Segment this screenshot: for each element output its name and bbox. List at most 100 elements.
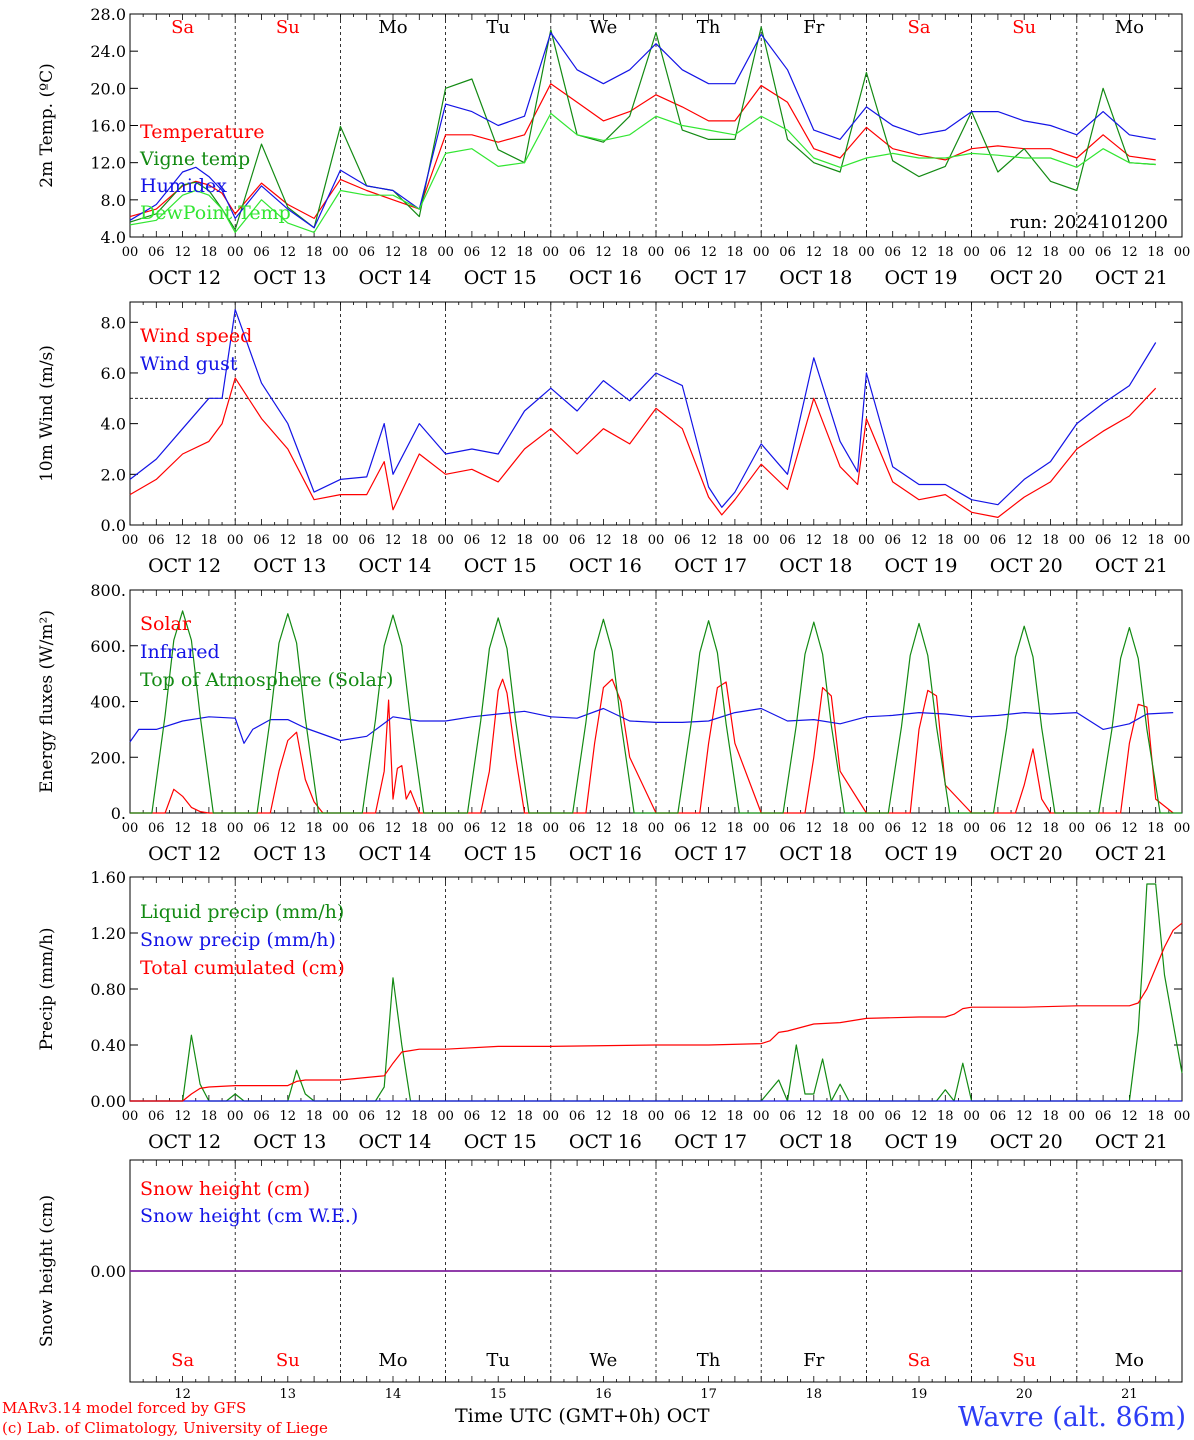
- hour-tick-label: 06: [358, 245, 375, 260]
- hour-tick-label: 00: [858, 1109, 875, 1124]
- date-label: OCT 19: [884, 555, 957, 577]
- hour-tick-label: 06: [1095, 245, 1112, 260]
- hour-tick-label: 12: [700, 245, 717, 260]
- y-tick-label: 0.: [111, 804, 126, 823]
- hour-tick-label: 18: [201, 1109, 218, 1124]
- hour-tick-label: 06: [1095, 821, 1112, 836]
- hour-tick-label: 00: [122, 533, 139, 548]
- day-number-label: 17: [700, 1387, 717, 1402]
- date-label: OCT 15: [464, 555, 537, 577]
- hour-tick-label: 12: [490, 821, 507, 836]
- hour-tick-label: 18: [306, 245, 323, 260]
- hour-tick-label: 18: [621, 245, 638, 260]
- date-label: OCT 18: [779, 267, 852, 289]
- series-line-wind-gust: [129, 309, 1157, 508]
- hour-tick-label: 06: [148, 1109, 165, 1124]
- hour-tick-label: 18: [937, 245, 954, 260]
- hour-tick-label: 18: [516, 821, 533, 836]
- date-label: OCT 13: [253, 843, 326, 865]
- weekday-label: Fr: [803, 17, 824, 38]
- hour-tick-label: 12: [280, 821, 297, 836]
- y-tick-label: 4.0: [101, 228, 126, 247]
- plot-frame: [129, 589, 1183, 814]
- hour-tick-label: 12: [806, 821, 823, 836]
- day-number-label: 14: [385, 1387, 402, 1402]
- legend-entry: Infrared: [140, 641, 220, 663]
- weekday-label: Su: [1012, 1350, 1036, 1371]
- hour-tick-label: 00: [437, 1109, 454, 1124]
- hour-tick-label: 12: [1121, 821, 1138, 836]
- hour-tick-label: 00: [332, 821, 349, 836]
- y-tick-label: 8.0: [101, 313, 126, 332]
- legend-entry: Snow height (cm W.E.): [140, 1205, 358, 1227]
- date-label: OCT 15: [464, 843, 537, 865]
- hour-tick-label: 18: [411, 821, 428, 836]
- date-label: OCT 18: [779, 555, 852, 577]
- hour-tick-label: 06: [569, 1109, 586, 1124]
- hour-tick-label: 18: [1042, 245, 1059, 260]
- hour-tick-label: 18: [411, 245, 428, 260]
- y-tick-label: 2.0: [101, 465, 126, 484]
- hour-tick-label: 18: [621, 821, 638, 836]
- hour-tick-label: 12: [1016, 533, 1033, 548]
- hour-tick-label: 06: [674, 533, 691, 548]
- hour-tick-label: 18: [1042, 1109, 1059, 1124]
- series-line-humidex: [129, 31, 1156, 229]
- hour-tick-label: 18: [411, 1109, 428, 1124]
- day-number-label: 21: [1121, 1387, 1138, 1402]
- hour-tick-label: 18: [306, 533, 323, 548]
- date-label: OCT 18: [779, 1131, 852, 1153]
- date-label: OCT 20: [990, 1131, 1063, 1153]
- hour-tick-label: 12: [174, 245, 191, 260]
- run-annotation: run: 2024101200: [1010, 212, 1168, 233]
- date-label: OCT 14: [358, 843, 431, 865]
- weekday-label: Mo: [378, 17, 407, 38]
- date-label: OCT 13: [253, 555, 326, 577]
- hour-tick-label: 12: [911, 1109, 928, 1124]
- y-tick-label: 400.: [90, 693, 126, 712]
- y-tick-label: 28.0: [90, 5, 126, 24]
- hour-tick-label: 06: [148, 533, 165, 548]
- hour-tick-label: 18: [1147, 245, 1164, 260]
- y-tick-label: 0.40: [90, 1036, 126, 1055]
- hour-tick-label: 06: [1095, 1109, 1112, 1124]
- hour-tick-label: 00: [543, 1109, 560, 1124]
- y-tick-label: 800.: [90, 581, 126, 600]
- hour-tick-label: 12: [490, 245, 507, 260]
- series-line-temperature: [129, 83, 1156, 219]
- hour-tick-label: 12: [1121, 245, 1138, 260]
- y-tick-label: 4.0: [101, 415, 126, 434]
- hour-tick-label: 18: [727, 1109, 744, 1124]
- date-label: OCT 17: [674, 1131, 747, 1153]
- hour-tick-label: 00: [1069, 245, 1086, 260]
- panel-temperature: 4.0 8.0 12.0 16.0 20.0 24.0 28.0 2m Temp. (ºC) T…: [37, 5, 1190, 289]
- series-line-vigne-temp: [129, 26, 1156, 231]
- hour-tick-label: 00: [543, 821, 560, 836]
- hour-tick-label: 12: [490, 533, 507, 548]
- y-axis-label: Snow height (cm): [37, 1195, 57, 1347]
- weekday-label: Th: [697, 1350, 721, 1371]
- day-number-label: 12: [174, 1387, 191, 1402]
- panel-snow: 0.00 Snow height (cm) Snow height (cm) Snow…: [37, 1159, 1183, 1383]
- day-number-label: 13: [280, 1387, 297, 1402]
- date-label: OCT 12: [148, 843, 221, 865]
- hour-tick-label: 00: [332, 245, 349, 260]
- hour-tick-label: 06: [884, 533, 901, 548]
- hour-tick-label: 12: [911, 533, 928, 548]
- hour-tick-label: 18: [937, 821, 954, 836]
- weekday-label: Fr: [803, 1350, 824, 1371]
- hour-tick-label: 12: [385, 821, 402, 836]
- hour-tick-label: 18: [1147, 821, 1164, 836]
- hour-tick-label: 00: [963, 533, 980, 548]
- hour-tick-label: 06: [884, 1109, 901, 1124]
- hour-tick-label: 00: [753, 821, 770, 836]
- date-label: OCT 19: [884, 267, 957, 289]
- hour-tick-label: 06: [253, 245, 270, 260]
- hour-tick-label: 12: [806, 533, 823, 548]
- hour-tick-label: 00: [963, 821, 980, 836]
- hour-tick-label: 12: [700, 821, 717, 836]
- weekday-label: Sa: [907, 1350, 930, 1371]
- hour-tick-label: 00: [1174, 245, 1191, 260]
- hour-tick-label: 12: [385, 533, 402, 548]
- hour-tick-label: 12: [1121, 533, 1138, 548]
